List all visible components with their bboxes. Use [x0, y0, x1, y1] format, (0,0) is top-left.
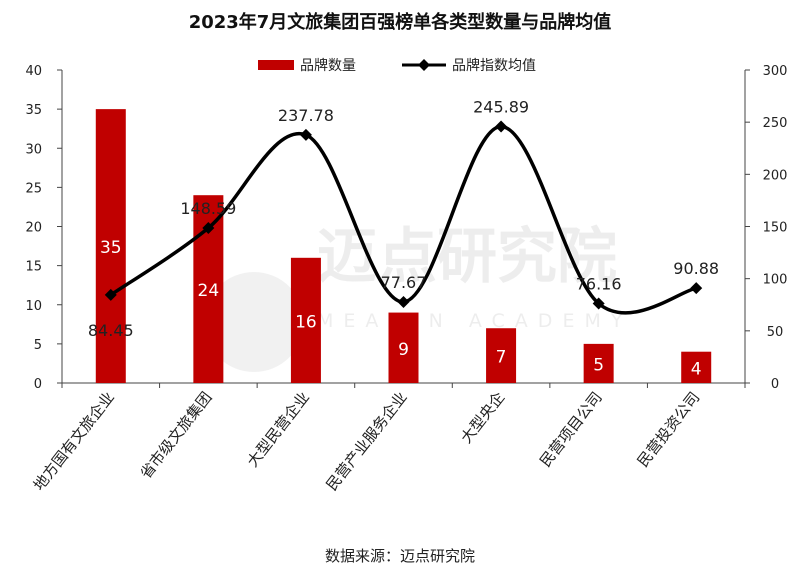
- legend-line-label: 品牌指数均值: [452, 58, 536, 74]
- y-left-tick-label: 15: [25, 260, 42, 275]
- line-point-marker: [202, 221, 215, 234]
- bar: [486, 328, 517, 383]
- line-value-label: 76.16: [576, 275, 622, 294]
- line-point-marker: [690, 282, 703, 295]
- legend-line-swatch: [402, 59, 446, 71]
- bar-value-label: 24: [198, 281, 220, 301]
- line-point-marker: [299, 128, 312, 141]
- y-left-tick-label: 35: [25, 103, 42, 118]
- line-value-label: 84.45: [88, 321, 134, 340]
- x-category-label: 地方国有文旅企业: [30, 388, 118, 494]
- bar: [681, 351, 712, 383]
- line-point-marker: [592, 297, 605, 310]
- data-source: 数据来源：迈点研究院: [324, 547, 475, 565]
- y-left-tick-label: 0: [34, 377, 42, 392]
- bar: [95, 109, 126, 383]
- y-left-tick-label: 25: [25, 181, 42, 196]
- y-left-tick-label: 20: [25, 221, 42, 236]
- line-value-label: 148.59: [180, 199, 236, 218]
- x-category-label: 民营项目公司: [536, 388, 606, 470]
- chart-legend: 品牌数量 品牌指数均值: [258, 55, 582, 75]
- y-right-tick-label: 100: [763, 273, 788, 288]
- line-value-label: 245.89: [473, 97, 529, 116]
- bar-value-label: 16: [295, 312, 317, 332]
- y-left-tick-label: 30: [25, 142, 42, 157]
- bar: [290, 257, 321, 383]
- y-right-tick-label: 250: [763, 116, 788, 131]
- legend-item-line: 品牌指数均值: [402, 55, 536, 75]
- legend-bar-swatch: [258, 60, 294, 70]
- line-point-marker: [495, 120, 508, 133]
- y-left-tick-label: 10: [25, 299, 42, 314]
- bar-value-label: 4: [691, 359, 702, 379]
- line-value-label: 77.67: [381, 273, 427, 292]
- x-category-label: 民营产业服务企业: [323, 388, 411, 494]
- y-left-tick-label: 40: [25, 64, 42, 79]
- bar-value-label: 35: [100, 238, 122, 258]
- x-category-label: 省市级文旅集团: [137, 388, 216, 482]
- y-right-tick-label: 0: [771, 377, 779, 392]
- legend-item-bar: 品牌数量: [258, 55, 356, 75]
- bar-value-label: 7: [496, 348, 507, 368]
- line-point-marker: [104, 288, 117, 301]
- bar-value-label: 5: [593, 355, 604, 375]
- y-right-tick-label: 50: [767, 325, 784, 340]
- line-value-label: 237.78: [278, 106, 334, 125]
- chart-title: 2023年7月文旅集团百强榜单各类型数量与品牌均值: [188, 12, 612, 33]
- y-right-tick-label: 150: [763, 221, 788, 236]
- y-right-tick-label: 300: [763, 64, 788, 79]
- bar-value-label: 9: [398, 340, 409, 360]
- y-left-tick-label: 5: [34, 338, 42, 353]
- x-category-label: 大型央企: [457, 388, 508, 446]
- y-right-tick-label: 200: [763, 168, 788, 183]
- x-category-label: 大型民营企业: [243, 388, 313, 470]
- bar: [388, 312, 419, 383]
- line-value-label: 90.88: [673, 259, 719, 278]
- bar: [583, 343, 614, 383]
- line-point-marker: [397, 295, 410, 308]
- line-series: [109, 124, 697, 315]
- legend-bar-label: 品牌数量: [300, 58, 356, 74]
- x-category-label: 民营投资公司: [634, 388, 704, 470]
